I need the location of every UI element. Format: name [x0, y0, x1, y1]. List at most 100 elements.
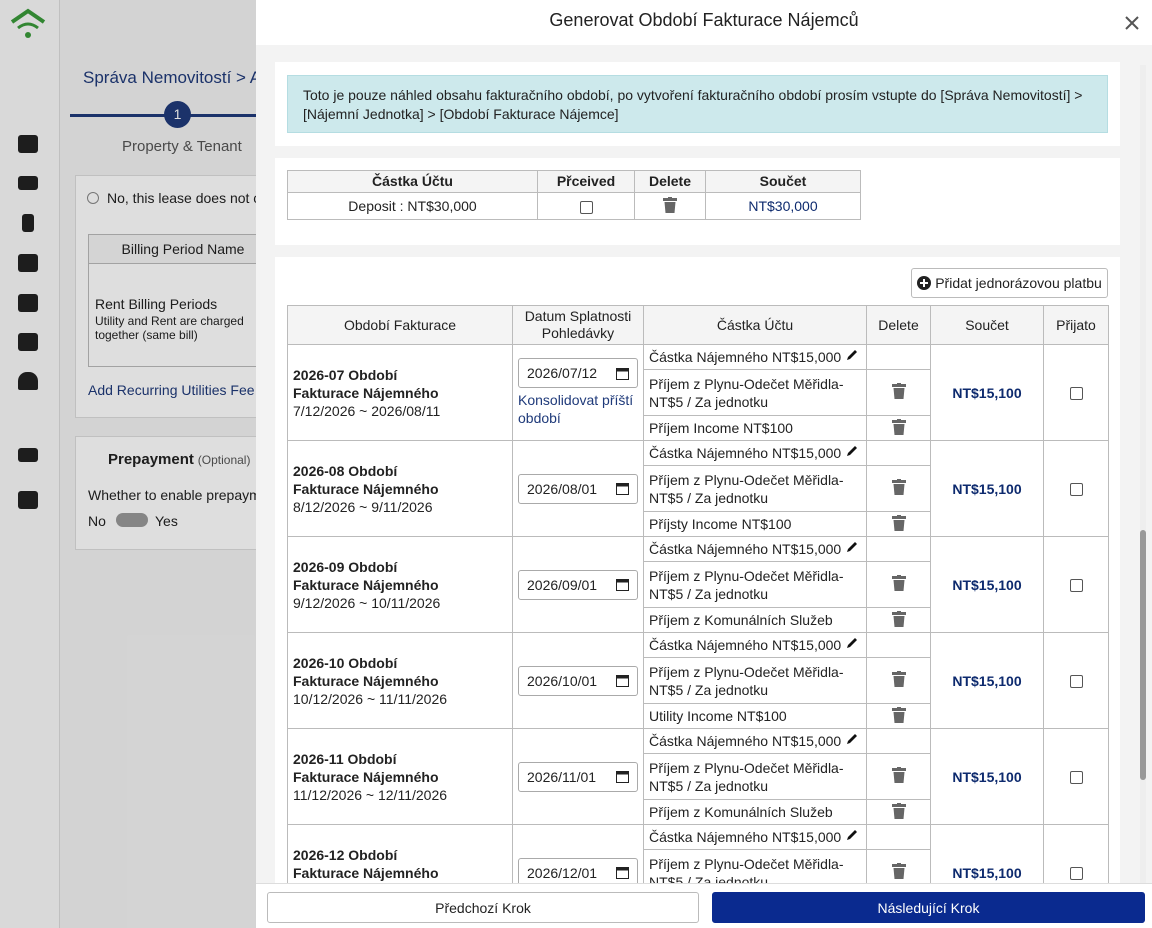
period-range: 7/12/2026 ~ 2026/08/11: [293, 402, 441, 419]
delete-icon[interactable]: [891, 514, 906, 534]
item-row: 2026-08 Období Fakturace Nájemného 8/12/2…: [287, 440, 1109, 537]
delete-cell: [866, 561, 931, 608]
delete-icon[interactable]: [891, 802, 906, 822]
item-row: Příjem z Plynu-Odečet Měřidla-NT$5 / Za …: [288, 657, 1109, 704]
column-header: Delete: [634, 170, 706, 193]
consolidate-link[interactable]: Konsolidovat příští období: [518, 392, 634, 426]
sidebar: [0, 0, 60, 928]
next-button[interactable]: Následující Krok: [712, 892, 1145, 923]
delete-icon[interactable]: [891, 767, 906, 786]
date-input[interactable]: 2026/11/01: [518, 761, 638, 792]
edit-icon[interactable]: [845, 636, 859, 650]
checkbox[interactable]: [579, 200, 593, 214]
ad-icon[interactable]: [18, 176, 38, 190]
lease-option: No, this lease does not charge: [107, 190, 256, 206]
item: Částka Nájemného NT$15,000: [643, 632, 867, 658]
prev-button[interactable]: Předchozí Krok: [267, 892, 699, 923]
delete-cell: [866, 657, 931, 704]
date-input[interactable]: 2026/10/01: [518, 665, 638, 696]
add-button[interactable]: Přidat jednorázovou platbu: [911, 268, 1108, 298]
date-value: 2026/12/01: [527, 864, 598, 881]
item: Částka Nájemného NT$15,000: [643, 824, 867, 850]
delete-icon[interactable]: [891, 706, 906, 726]
delete-cell: [866, 728, 931, 754]
close-button[interactable]: [1124, 15, 1140, 31]
billing-note: Utility and Rent are charged together (s…: [95, 314, 244, 342]
checkbox[interactable]: [1069, 579, 1083, 593]
checkbox[interactable]: [1069, 867, 1083, 881]
date-input[interactable]: 2026/07/12: [518, 358, 638, 388]
scrollbar[interactable]: [1140, 65, 1146, 883]
sign-icon[interactable]: [18, 254, 38, 272]
delete-cell: [866, 465, 931, 512]
delete-cell: [866, 849, 931, 883]
edit-icon[interactable]: [845, 444, 859, 458]
delete-icon[interactable]: [891, 418, 906, 438]
item-row: Příjem z Plynu-Odečet Měřidla-NT$5 / Za …: [288, 369, 1109, 416]
delete-cell: [634, 192, 706, 220]
received-cell: [1043, 728, 1109, 825]
period-cell: 2026-12 Období Fakturace Nájemného12/12/…: [287, 824, 513, 883]
period-cell: 2026-07 Období Fakturace Nájemného 7/12/2…: [287, 344, 513, 441]
add-utilities[interactable]: Add Recurring Utilities Fee: [88, 382, 255, 398]
house-icon[interactable]: [18, 491, 38, 509]
item-row: 2026-09 Období Fakturace Nájemného 9/12/2…: [287, 536, 1109, 633]
due-date-cell: 2026/12/01: [512, 824, 644, 883]
toggle-off: No: [88, 513, 106, 529]
item-row: Příjem z Komunálních Služeb: [288, 607, 1109, 633]
next-button-label: Následující Krok: [877, 899, 980, 916]
delete-icon[interactable]: [891, 383, 906, 402]
delete-cell: [866, 753, 931, 800]
column-header: Datum Splatnosti Pohledávky: [512, 305, 644, 345]
checkbox[interactable]: [1069, 483, 1083, 497]
delete-icon[interactable]: [891, 575, 906, 594]
period-cell: 2026-08 Období Fakturace Nájemného 8/12/2…: [287, 440, 513, 537]
delete-cell: [866, 703, 931, 729]
modal: Generovat Období Fakturace Nájemců Toto …: [256, 0, 1152, 928]
delete-cell: [866, 799, 931, 825]
due-date-cell: 2026/08/01: [512, 440, 644, 537]
item-row: Příjem z Plynu-Odečet Měřidla-NT$5 / Za …: [288, 849, 1109, 883]
item-row: Utility Income NT$100: [288, 703, 1109, 729]
billing-name: Rent Billing Periods: [95, 296, 218, 312]
home-icon[interactable]: [18, 135, 38, 153]
chart-icon[interactable]: [18, 333, 38, 351]
period-range: 10/12/2026 ~ 11/11/2026: [293, 690, 448, 707]
bed-icon[interactable]: [18, 448, 38, 462]
delete-icon[interactable]: [891, 863, 906, 882]
date-value: 2026/07/12: [527, 365, 598, 381]
modal-title: Generovat Období Fakturace Nájemců: [549, 10, 859, 30]
date-input[interactable]: 2026/12/01: [518, 857, 638, 883]
period-range: 11/12/2026 ~ 12/11/2026: [293, 786, 448, 803]
date-input[interactable]: 2026/08/01: [518, 473, 638, 504]
edit-icon[interactable]: [845, 732, 859, 746]
item: Utility Income NT$100: [643, 703, 867, 729]
wrench-icon[interactable]: [18, 294, 38, 312]
item-row: Příjem z Plynu-Odečet Měřidla-NT$5 / Za …: [288, 561, 1109, 608]
item-text: Částka Nájemného NT$15,000: [649, 445, 842, 461]
dollar-icon[interactable]: [22, 214, 34, 232]
toggle[interactable]: [116, 513, 148, 527]
deposit-row: Deposit : NT$30,000 NT$30,000: [287, 192, 861, 220]
delete-icon[interactable]: [891, 479, 906, 498]
checkbox[interactable]: [1069, 387, 1083, 401]
item: Příjem z Plynu-Odečet Měřidla-NT$5 / Za …: [643, 561, 867, 608]
edit-icon[interactable]: [845, 828, 859, 842]
radio[interactable]: [87, 192, 99, 204]
edit-icon[interactable]: [845, 348, 859, 362]
bell-icon[interactable]: [18, 372, 38, 390]
add-button-label: Přidat jednorázovou platbu: [935, 275, 1102, 291]
delete-icon[interactable]: [891, 671, 906, 690]
edit-icon[interactable]: [845, 540, 859, 554]
item-row: 2026-07 Období Fakturace Nájemného 7/12/2…: [287, 344, 1109, 441]
date-input[interactable]: 2026/09/01: [518, 569, 638, 600]
delete-icon[interactable]: [891, 610, 906, 630]
due-date-cell: 2026/10/01: [512, 632, 644, 729]
checkbox[interactable]: [1069, 675, 1083, 689]
column-header: Součet: [705, 170, 861, 193]
delete-icon[interactable]: [663, 196, 677, 216]
item: Příjem z Komunálních Služeb: [643, 799, 867, 825]
header-row: Období Fakturace Datum Splatnosti Pohledá…: [287, 305, 1109, 345]
checkbox[interactable]: [1069, 771, 1083, 785]
item-text: Příjem z Plynu-Odečet Měřidla-NT$5 / Za …: [649, 375, 844, 410]
